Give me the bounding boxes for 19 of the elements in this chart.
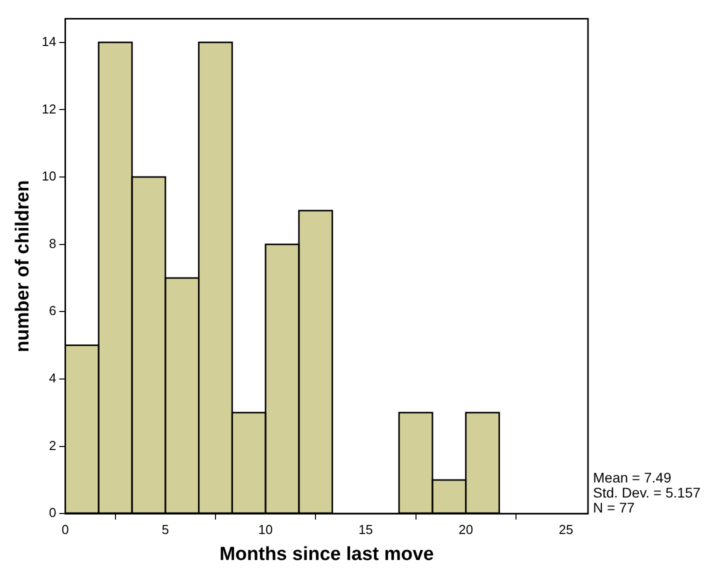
text: Std. Dev. = 5.157 <box>593 484 701 500</box>
x-tick-label: 25 <box>558 522 574 537</box>
y-tick-label: 10 <box>42 168 56 184</box>
y-axis-title: number of children <box>12 180 34 352</box>
y-tick-label: 0 <box>49 505 56 520</box>
y-tick-label: 2 <box>49 438 56 453</box>
y-tick-label: 4 <box>49 370 56 386</box>
text: Mean = 7.49 <box>593 469 672 486</box>
y-tick-label: 14 <box>42 34 56 49</box>
x-tick-label: 10 <box>258 522 273 537</box>
y-tick-label: 6 <box>49 303 56 318</box>
y-tick-label: 8 <box>49 236 56 251</box>
text: N = 77 <box>593 499 635 516</box>
x-tick-label: 5 <box>162 522 170 537</box>
x-axis-title: Months since last move <box>219 544 434 565</box>
x-tick-label: 15 <box>358 522 373 537</box>
x-tick-label: 0 <box>62 522 69 537</box>
x-tick-label: 20 <box>458 522 474 537</box>
y-tick-label: 12 <box>42 101 56 116</box>
